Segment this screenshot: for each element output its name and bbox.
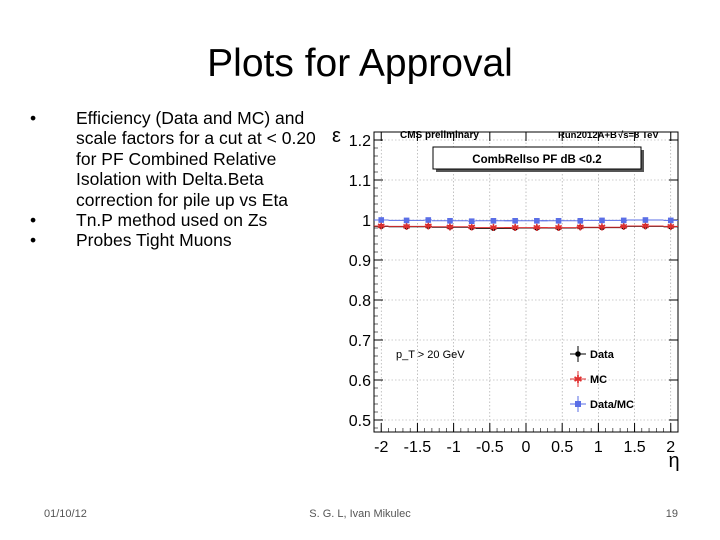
legend-marker xyxy=(575,351,581,357)
pt-cut-label: p_T > 20 GeV xyxy=(396,349,465,361)
label-box-text: CombRelIso PF dB <0.2 xyxy=(472,154,601,166)
data-over-mc-point xyxy=(577,218,584,224)
y-tick-label: 1.1 xyxy=(349,173,371,190)
x-tick-label: 1.5 xyxy=(623,439,645,456)
efficiency-chart: -2 -1.5 -1 -0.5 0 0.5 1 1.5 2 0.5 0.6 0.7 0.8 0.9 1 1.1… xyxy=(332,125,680,472)
bullet-item: • Probes Tight Muons xyxy=(30,230,330,250)
data-over-mc-point xyxy=(403,217,410,224)
mc-point: ✱ xyxy=(533,223,541,234)
data-over-mc-point xyxy=(512,218,518,224)
data-over-mc-point xyxy=(599,217,605,224)
y-tick-label: 0.7 xyxy=(349,333,371,350)
data-over-mc-point xyxy=(534,218,540,224)
mc-point: ✱ xyxy=(489,223,497,234)
header-left: CMS preliminary xyxy=(400,130,479,141)
header-run: Run2012A+B xyxy=(558,130,617,141)
bullet-text: Tn.P method used on Zs xyxy=(76,210,268,231)
bullet-item: • Efficiency (Data and MC) and scale fact… xyxy=(30,108,330,210)
mc-point: ✱ xyxy=(377,222,385,233)
y-tick-label: 1 xyxy=(362,213,371,230)
data-over-mc-point xyxy=(642,217,649,223)
bullet-dot: • xyxy=(30,108,37,128)
legend-marker: ✱ xyxy=(573,373,582,386)
legend-label-data: Data xyxy=(590,349,615,361)
x-tick-label: -0.5 xyxy=(476,439,504,456)
mc-point: ✱ xyxy=(511,223,519,234)
data-over-mc-point xyxy=(378,217,385,223)
y-tick-label: 0.9 xyxy=(349,253,371,270)
data-over-mc-point xyxy=(490,218,497,224)
header-energy: √s=8 TeV xyxy=(618,130,659,141)
x-tick-label: -1 xyxy=(447,439,461,456)
footer-author: S. G. L, Ivan Mikulec xyxy=(309,508,411,520)
data-over-mc-point xyxy=(555,218,562,224)
bullet-text: Efficiency (Data and MC) and scale facto… xyxy=(76,108,316,210)
y-tick-label: 0.6 xyxy=(349,373,371,390)
data-over-mc-point xyxy=(667,217,674,224)
mc-point: ✱ xyxy=(667,222,675,233)
bullet-dot: • xyxy=(30,230,37,251)
data-over-mc-point xyxy=(468,218,475,224)
label-box xyxy=(432,146,642,170)
x-tick-label: 2 xyxy=(666,439,675,456)
footer-page-number: 19 xyxy=(665,508,678,520)
mc-point: ✱ xyxy=(402,222,410,233)
bullet-item: • Tn.P method used on Zs xyxy=(30,210,330,230)
data-over-mc-point xyxy=(425,217,432,223)
footer-date: 01/10/12 xyxy=(44,508,87,520)
data-over-mc-point xyxy=(447,218,453,224)
x-tick-label: -2 xyxy=(374,439,388,456)
bullet-text: Probes Tight Muons xyxy=(76,230,232,251)
mc-point: ✱ xyxy=(446,222,454,233)
x-tick-label: -1.5 xyxy=(404,439,432,456)
y-tick-label: 1.2 xyxy=(349,133,371,150)
slide-title: Plots for Approval xyxy=(207,42,513,85)
mc-point: ✱ xyxy=(554,223,562,234)
mc-point: ✱ xyxy=(620,222,628,233)
mc-point: ✱ xyxy=(468,223,476,234)
legend-label-mc: MC xyxy=(590,374,607,386)
y-tick-label: 0.8 xyxy=(349,293,371,310)
mc-point: ✱ xyxy=(641,222,649,233)
mc-point: ✱ xyxy=(576,222,584,233)
mc-point: ✱ xyxy=(598,223,606,234)
mc-point: ✱ xyxy=(424,222,432,233)
y-tick-label: 0.5 xyxy=(349,413,371,430)
x-axis-label: η xyxy=(668,450,679,472)
bullet-dot: • xyxy=(30,210,37,231)
y-axis-label: ε xyxy=(332,125,341,147)
x-tick-label: 0.5 xyxy=(551,439,573,456)
legend-label-data-mc: Data/MC xyxy=(590,399,634,411)
x-tick-label: 1 xyxy=(594,439,603,456)
x-tick-label: 0 xyxy=(522,439,531,456)
bullet-list: • Efficiency (Data and MC) and scale fact… xyxy=(30,108,330,251)
data-over-mc-point xyxy=(620,217,627,224)
plot-area xyxy=(374,132,678,432)
legend-marker xyxy=(575,401,581,407)
